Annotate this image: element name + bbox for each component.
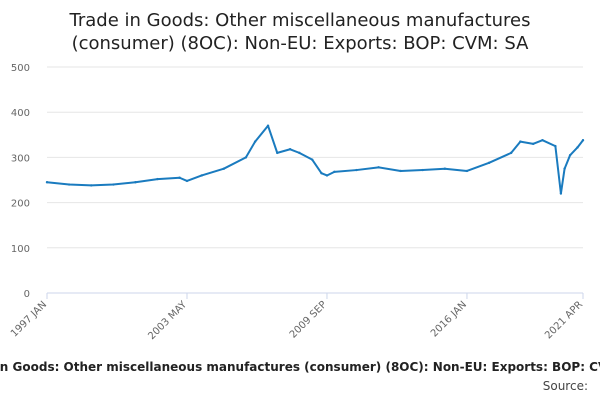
data-point	[465, 169, 469, 173]
series-line	[46, 124, 584, 195]
data-point	[90, 184, 93, 187]
y-tick-label: 400	[11, 108, 30, 119]
data-point	[325, 174, 329, 177]
data-point	[200, 174, 203, 177]
chart-title-line-1: Trade in Goods: Other miscellaneous manu…	[68, 10, 530, 31]
y-tick-label: 200	[11, 199, 30, 210]
x-tick-label: 2021 APR	[543, 299, 585, 341]
data-point	[563, 167, 566, 170]
data-point	[532, 142, 535, 146]
data-point	[253, 140, 257, 143]
data-point	[559, 192, 563, 195]
data-point	[519, 140, 522, 143]
data-point	[178, 176, 181, 179]
y-tick-label: 300	[11, 153, 30, 164]
data-point	[311, 158, 314, 161]
x-tick-label: 2009 SEP	[288, 299, 329, 340]
data-point	[355, 168, 358, 172]
data-point	[288, 148, 292, 151]
data-point	[554, 144, 557, 148]
data-point	[222, 167, 226, 170]
data-point	[421, 168, 424, 172]
data-point	[244, 156, 248, 159]
data-point	[377, 166, 380, 169]
data-point	[443, 167, 447, 170]
data-point	[298, 151, 301, 155]
data-point	[45, 181, 49, 184]
chart-title-line-2: (consumer) (8OC): Non-EU: Exports: BOP: …	[72, 33, 529, 54]
data-point	[156, 177, 159, 181]
data-point	[134, 181, 137, 184]
data-point	[568, 153, 572, 157]
y-tick-label: 0	[24, 289, 30, 300]
data-point	[266, 124, 270, 127]
y-tick-label: 100	[11, 244, 30, 255]
data-point	[581, 139, 585, 142]
data-point	[276, 151, 279, 155]
x-tick-label: 1997 JAN	[9, 299, 49, 339]
data-point	[541, 139, 544, 142]
x-tick-label: 2003 MAY	[146, 299, 189, 342]
chart-caption: Trade in Goods: Other miscellaneous manu…	[0, 360, 600, 374]
grid	[47, 66, 583, 249]
axes	[46, 292, 584, 299]
series	[45, 124, 585, 195]
data-point	[67, 183, 71, 186]
data-point	[185, 179, 189, 183]
data-point	[399, 169, 402, 173]
data-point	[320, 172, 323, 175]
data-point	[576, 146, 579, 149]
data-point	[487, 161, 491, 165]
y-tick-label: 500	[11, 63, 30, 74]
x-tick-label: 2016 JAN	[429, 299, 469, 339]
data-point	[509, 151, 513, 155]
data-point	[112, 183, 115, 186]
data-point	[333, 170, 336, 174]
source-label: Source:	[543, 379, 588, 393]
